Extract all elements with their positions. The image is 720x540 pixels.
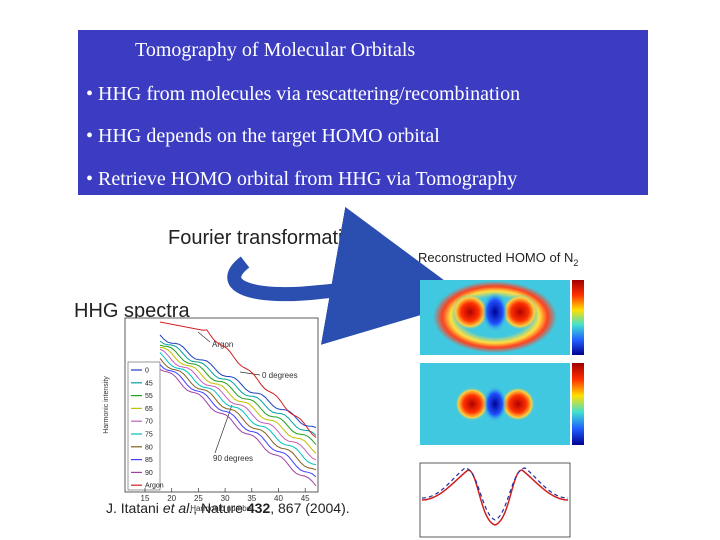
lobe xyxy=(452,294,488,330)
spectra-plot: Harmonic intensity Harmonic number Argon… xyxy=(103,317,319,513)
annotation: Argon xyxy=(212,340,233,349)
spectrum-curve xyxy=(159,321,317,438)
colorbar xyxy=(572,363,584,445)
bullet: • Retrieve HOMO orbital from HHG via Tom… xyxy=(86,168,517,190)
annotation: 0 degrees xyxy=(262,371,298,380)
profile-curve xyxy=(421,469,569,526)
pointer xyxy=(239,371,261,376)
spectrum-curve xyxy=(159,348,317,461)
legend-label: 55 xyxy=(145,393,153,400)
hhg-label: HHG spectra xyxy=(74,300,190,322)
pointer xyxy=(197,331,211,343)
legend-label: 45 xyxy=(145,380,153,387)
x-tick-label: 35 xyxy=(247,494,256,503)
spectrum-curve xyxy=(159,369,317,487)
legend-label: Argon xyxy=(145,483,164,490)
legend-box xyxy=(127,361,161,491)
annotation: 90 degrees xyxy=(213,454,253,463)
profile-curve xyxy=(421,467,569,521)
x-tick-label: 45 xyxy=(301,494,310,503)
homo-title: Reconstructed HOMO of N2 xyxy=(418,250,578,268)
lobe xyxy=(455,387,489,421)
x-tick-label: 20 xyxy=(167,494,176,503)
x-axis-label: Harmonic number xyxy=(190,504,254,513)
lobe xyxy=(501,387,535,421)
citation: J. Itatani et al., Nature 432, 867 (2004… xyxy=(106,500,350,516)
y-axis-label: Harmonic intensity xyxy=(103,376,110,434)
spectrum-curve xyxy=(159,344,317,446)
legend-label: 90 xyxy=(145,470,153,477)
colorbar xyxy=(572,280,584,355)
legend-label: 0 xyxy=(145,368,149,375)
x-tick-label: 25 xyxy=(194,494,203,503)
legend-label: 65 xyxy=(145,406,153,413)
lobe xyxy=(483,386,507,422)
bullet: • HHG from molecules via rescattering/re… xyxy=(86,83,520,105)
legend-label: 75 xyxy=(145,432,153,439)
bullet: • HHG depends on the target HOMO orbital xyxy=(86,125,440,147)
spectrum-curve xyxy=(159,357,317,471)
fourier-label: Fourier transformation xyxy=(168,227,365,249)
lobe xyxy=(502,294,538,330)
legend-label: 85 xyxy=(145,457,153,464)
spectrum-curve xyxy=(159,334,317,428)
x-tick-label: 15 xyxy=(141,494,150,503)
legend-label: 70 xyxy=(145,419,153,426)
spectrum-curve xyxy=(159,340,317,436)
spectrum-curve xyxy=(159,352,317,466)
profile-panel xyxy=(419,462,571,538)
arrow xyxy=(227,206,471,345)
x-tick-label: 30 xyxy=(221,494,230,503)
legend-label: 80 xyxy=(145,444,153,451)
text-box xyxy=(78,30,648,195)
homo-panels: Reconstructed HOMO of N2 xyxy=(418,250,584,538)
slide-title: Tomography of Molecular Orbitals xyxy=(135,39,415,61)
spectrum-curve xyxy=(159,364,317,478)
lobe xyxy=(482,292,508,332)
x-tick-label: 40 xyxy=(274,494,283,503)
spectrum-curve xyxy=(159,346,317,454)
